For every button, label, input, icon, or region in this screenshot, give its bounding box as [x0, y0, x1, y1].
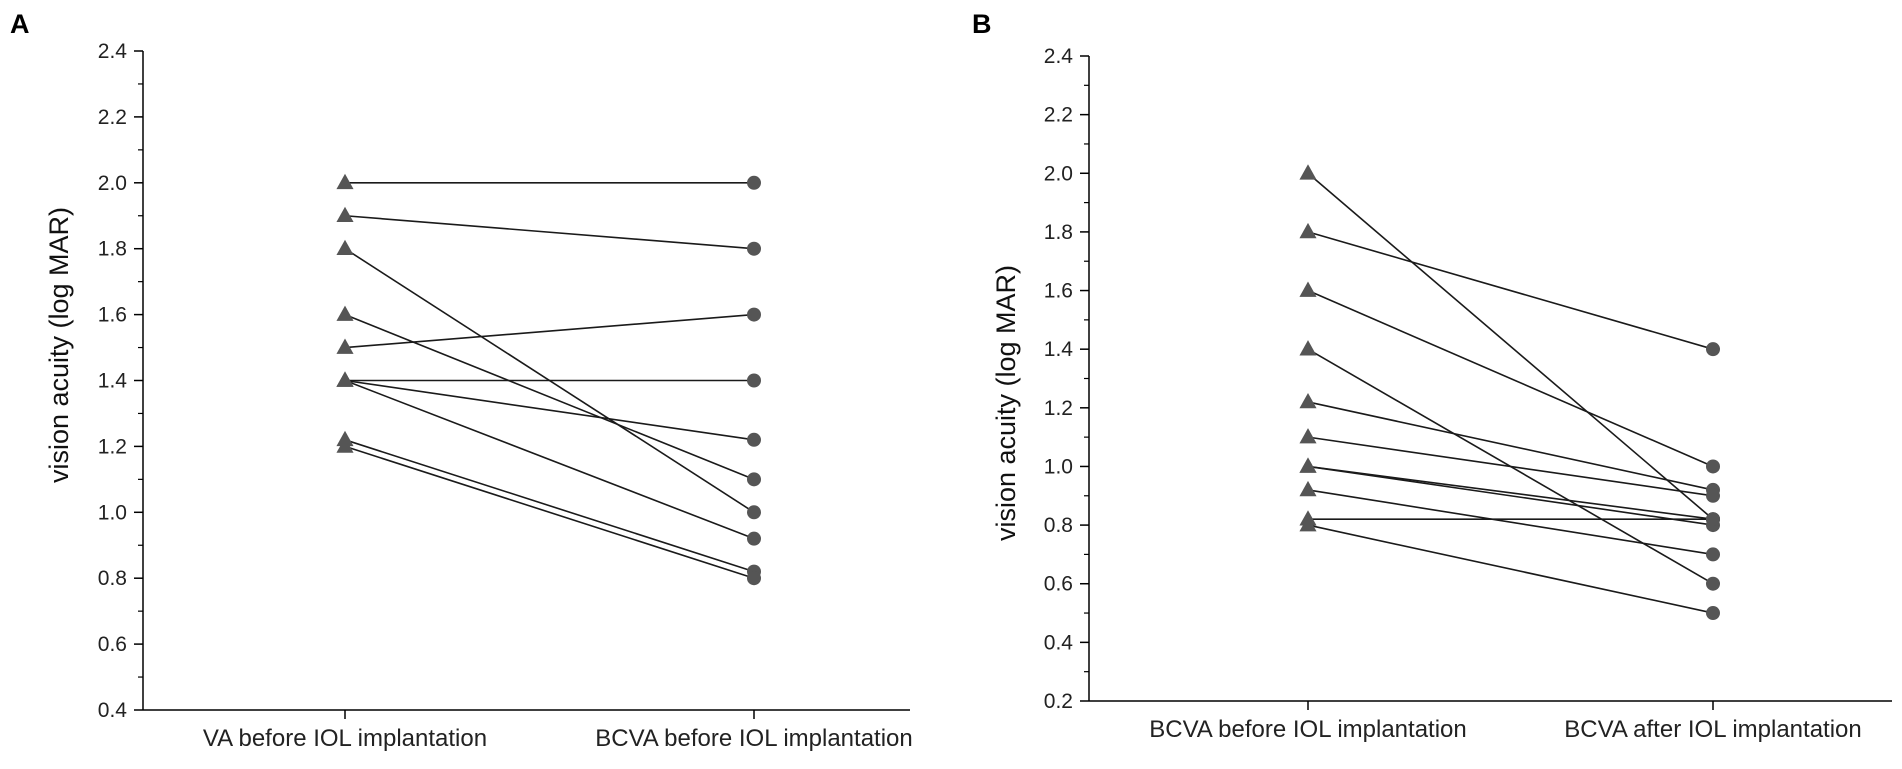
pair-line-2: [1307, 231, 1714, 350]
y-tick-label: 1.6: [98, 304, 127, 327]
circle-marker-1: [747, 175, 761, 190]
triangle-marker-8: [336, 371, 354, 387]
y-tick-label: 1.0: [1044, 455, 1073, 478]
pair-line-6: [1307, 436, 1714, 497]
pair-line-2: [344, 214, 755, 250]
triangle-marker-4: [336, 305, 354, 321]
triangle-marker-2: [336, 206, 354, 223]
y-tick-label: 0.4: [98, 699, 128, 722]
pair-line-8: [1307, 465, 1714, 526]
triangle-marker-1: [336, 173, 354, 190]
y-tick-label: 2.0: [1044, 162, 1073, 185]
pair-line-5: [1307, 401, 1714, 491]
circle-marker-7: [747, 432, 761, 447]
circle-marker-11: [1706, 606, 1720, 621]
panel-b-label: B: [972, 9, 992, 39]
panel-b-markers: [1299, 164, 1720, 621]
triangle-marker-5: [1299, 392, 1317, 409]
pair-line-9: [344, 439, 755, 573]
circle-marker-2: [1706, 342, 1720, 357]
pair-line-1: [1307, 172, 1714, 520]
x-category-label: VA before IOL implantation: [203, 725, 487, 752]
y-tick-label: 1.8: [1044, 221, 1073, 244]
y-tick-label: 1.0: [98, 501, 127, 524]
circle-marker-8: [747, 531, 761, 546]
y-tick-label: 1.2: [1044, 397, 1073, 420]
triangle-marker-11: [1299, 516, 1317, 532]
y-tick-label: 1.4: [98, 370, 128, 393]
y-tick-label: 2.4: [1044, 45, 1074, 68]
y-tick-label: 2.0: [98, 172, 127, 195]
pair-line-8: [344, 379, 755, 540]
circle-marker-6: [747, 373, 761, 388]
y-tick-label: 2.4: [98, 40, 128, 63]
y-tick-label: 0.6: [1044, 573, 1073, 596]
panel-a: A vision acuity (log MAR) 0.4 0.6 0.8 1.0 1.…: [10, 9, 913, 752]
y-tick-label: 0.6: [98, 633, 127, 656]
circle-marker-4: [747, 472, 761, 487]
panel-a-series-lines: [344, 182, 755, 579]
panel-b-series-lines: [1307, 172, 1714, 614]
y-tick-label: 1.4: [1044, 338, 1074, 361]
circle-marker-3: [1706, 459, 1720, 474]
pair-line-3: [1307, 289, 1714, 468]
x-category-label: BCVA before IOL implantation: [1149, 716, 1467, 743]
y-tick-label: 0.8: [98, 567, 127, 590]
panel-a-label: A: [10, 9, 30, 39]
circle-marker-3: [747, 505, 761, 520]
y-tick-label: 0.4: [1044, 631, 1074, 654]
triangle-marker-10: [336, 437, 354, 453]
y-tick-label: 1.2: [98, 435, 127, 458]
triangle-marker-2: [1299, 222, 1317, 239]
panel-a-y-ticks: 0.4 0.6 0.8 1.0 1.2 1.4 1.6 1.8 2.0 2.2 2.4: [98, 40, 143, 722]
circle-marker-6: [1706, 488, 1720, 503]
triangle-marker-4: [1299, 340, 1317, 356]
triangle-marker-9: [1299, 480, 1317, 497]
panel-b-y-axis-title: vision acuity (log MAR): [991, 265, 1021, 541]
triangle-marker-6: [1299, 428, 1317, 444]
triangle-marker-3: [336, 239, 354, 255]
pair-line-9: [1307, 489, 1714, 556]
panel-b-x-ticks: BCVA before IOL implantation BCVA after I…: [1149, 701, 1862, 743]
pair-line-7: [344, 379, 755, 441]
panel-b: B vision acuity (log MAR) 0.2 0.4 0.6 0.8 1.…: [972, 9, 1892, 743]
pair-line-10: [344, 445, 755, 579]
pair-line-7: [1307, 465, 1714, 521]
circle-marker-9: [1706, 547, 1720, 562]
triangle-marker-8: [1299, 457, 1317, 473]
pair-line-4: [344, 313, 755, 481]
y-tick-label: 2.2: [98, 106, 127, 129]
panel-a-y-axis-title: vision acuity (log MAR): [44, 207, 74, 483]
circle-marker-10: [1706, 512, 1720, 527]
circle-marker-4: [1706, 576, 1720, 591]
triangle-marker-5: [336, 338, 354, 354]
panel-a-x-ticks: VA before IOL implantation BCVA before IO…: [203, 710, 913, 752]
y-tick-label: 1.6: [1044, 280, 1073, 303]
triangle-marker-1: [1299, 164, 1317, 180]
panel-b-y-ticks: 0.2 0.4 0.6 0.8 1.0 1.2 1.4 1.6 1.8 2.0 2.2 2.4: [1044, 45, 1089, 713]
triangle-marker-3: [1299, 281, 1317, 297]
x-category-label: BCVA after IOL implantation: [1564, 716, 1861, 743]
pair-line-5: [344, 313, 755, 349]
pair-line-11: [1307, 524, 1714, 614]
y-tick-label: 0.2: [1044, 690, 1073, 713]
x-category-label: BCVA before IOL implantation: [595, 725, 913, 752]
circle-marker-10: [747, 571, 761, 586]
y-tick-label: 2.2: [1044, 104, 1073, 127]
y-tick-label: 0.8: [1044, 514, 1073, 537]
circle-marker-2: [747, 241, 761, 256]
y-tick-label: 1.8: [98, 238, 127, 261]
panel-a-markers: [336, 173, 761, 586]
circle-marker-5: [747, 307, 761, 322]
